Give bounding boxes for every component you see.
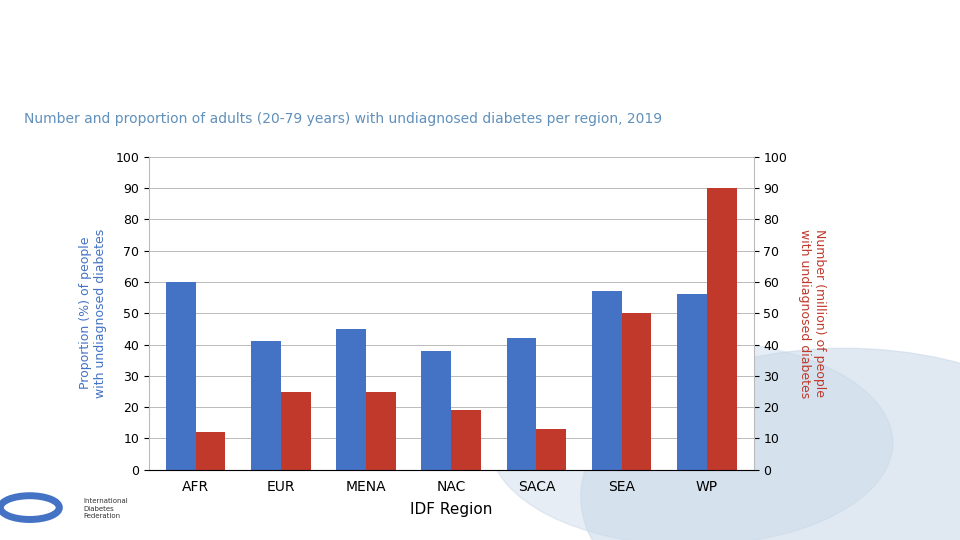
Y-axis label: Proportion (%) of people
with undiagnosed diabetes: Proportion (%) of people with undiagnose… — [79, 228, 107, 398]
Bar — [421, 351, 451, 470]
Text: UNDIAGNOSED DIABETES: UNDIAGNOSED DIABETES — [72, 33, 486, 62]
Bar — [537, 429, 566, 470]
Bar — [196, 432, 226, 470]
Ellipse shape — [581, 348, 960, 540]
Bar — [591, 291, 621, 470]
Text: Number and proportion of adults (20-79 years) with undiagnosed diabetes per regi: Number and proportion of adults (20-79 y… — [24, 112, 662, 125]
Y-axis label: Number (million) of people
with undiagnosed diabetes: Number (million) of people with undiagno… — [799, 228, 827, 398]
Bar — [451, 410, 481, 470]
Text: Federation: Federation — [84, 513, 121, 519]
Bar — [366, 392, 396, 470]
Bar — [707, 188, 736, 470]
Bar — [336, 329, 366, 470]
Text: International: International — [84, 498, 129, 504]
Bar — [281, 392, 311, 470]
Bar — [677, 294, 707, 470]
Bar — [621, 313, 652, 470]
Bar — [251, 341, 281, 470]
X-axis label: IDF Region: IDF Region — [410, 502, 492, 517]
Ellipse shape — [490, 340, 893, 540]
Bar — [507, 338, 537, 470]
Bar — [166, 282, 196, 470]
Text: Diabetes: Diabetes — [84, 505, 114, 512]
